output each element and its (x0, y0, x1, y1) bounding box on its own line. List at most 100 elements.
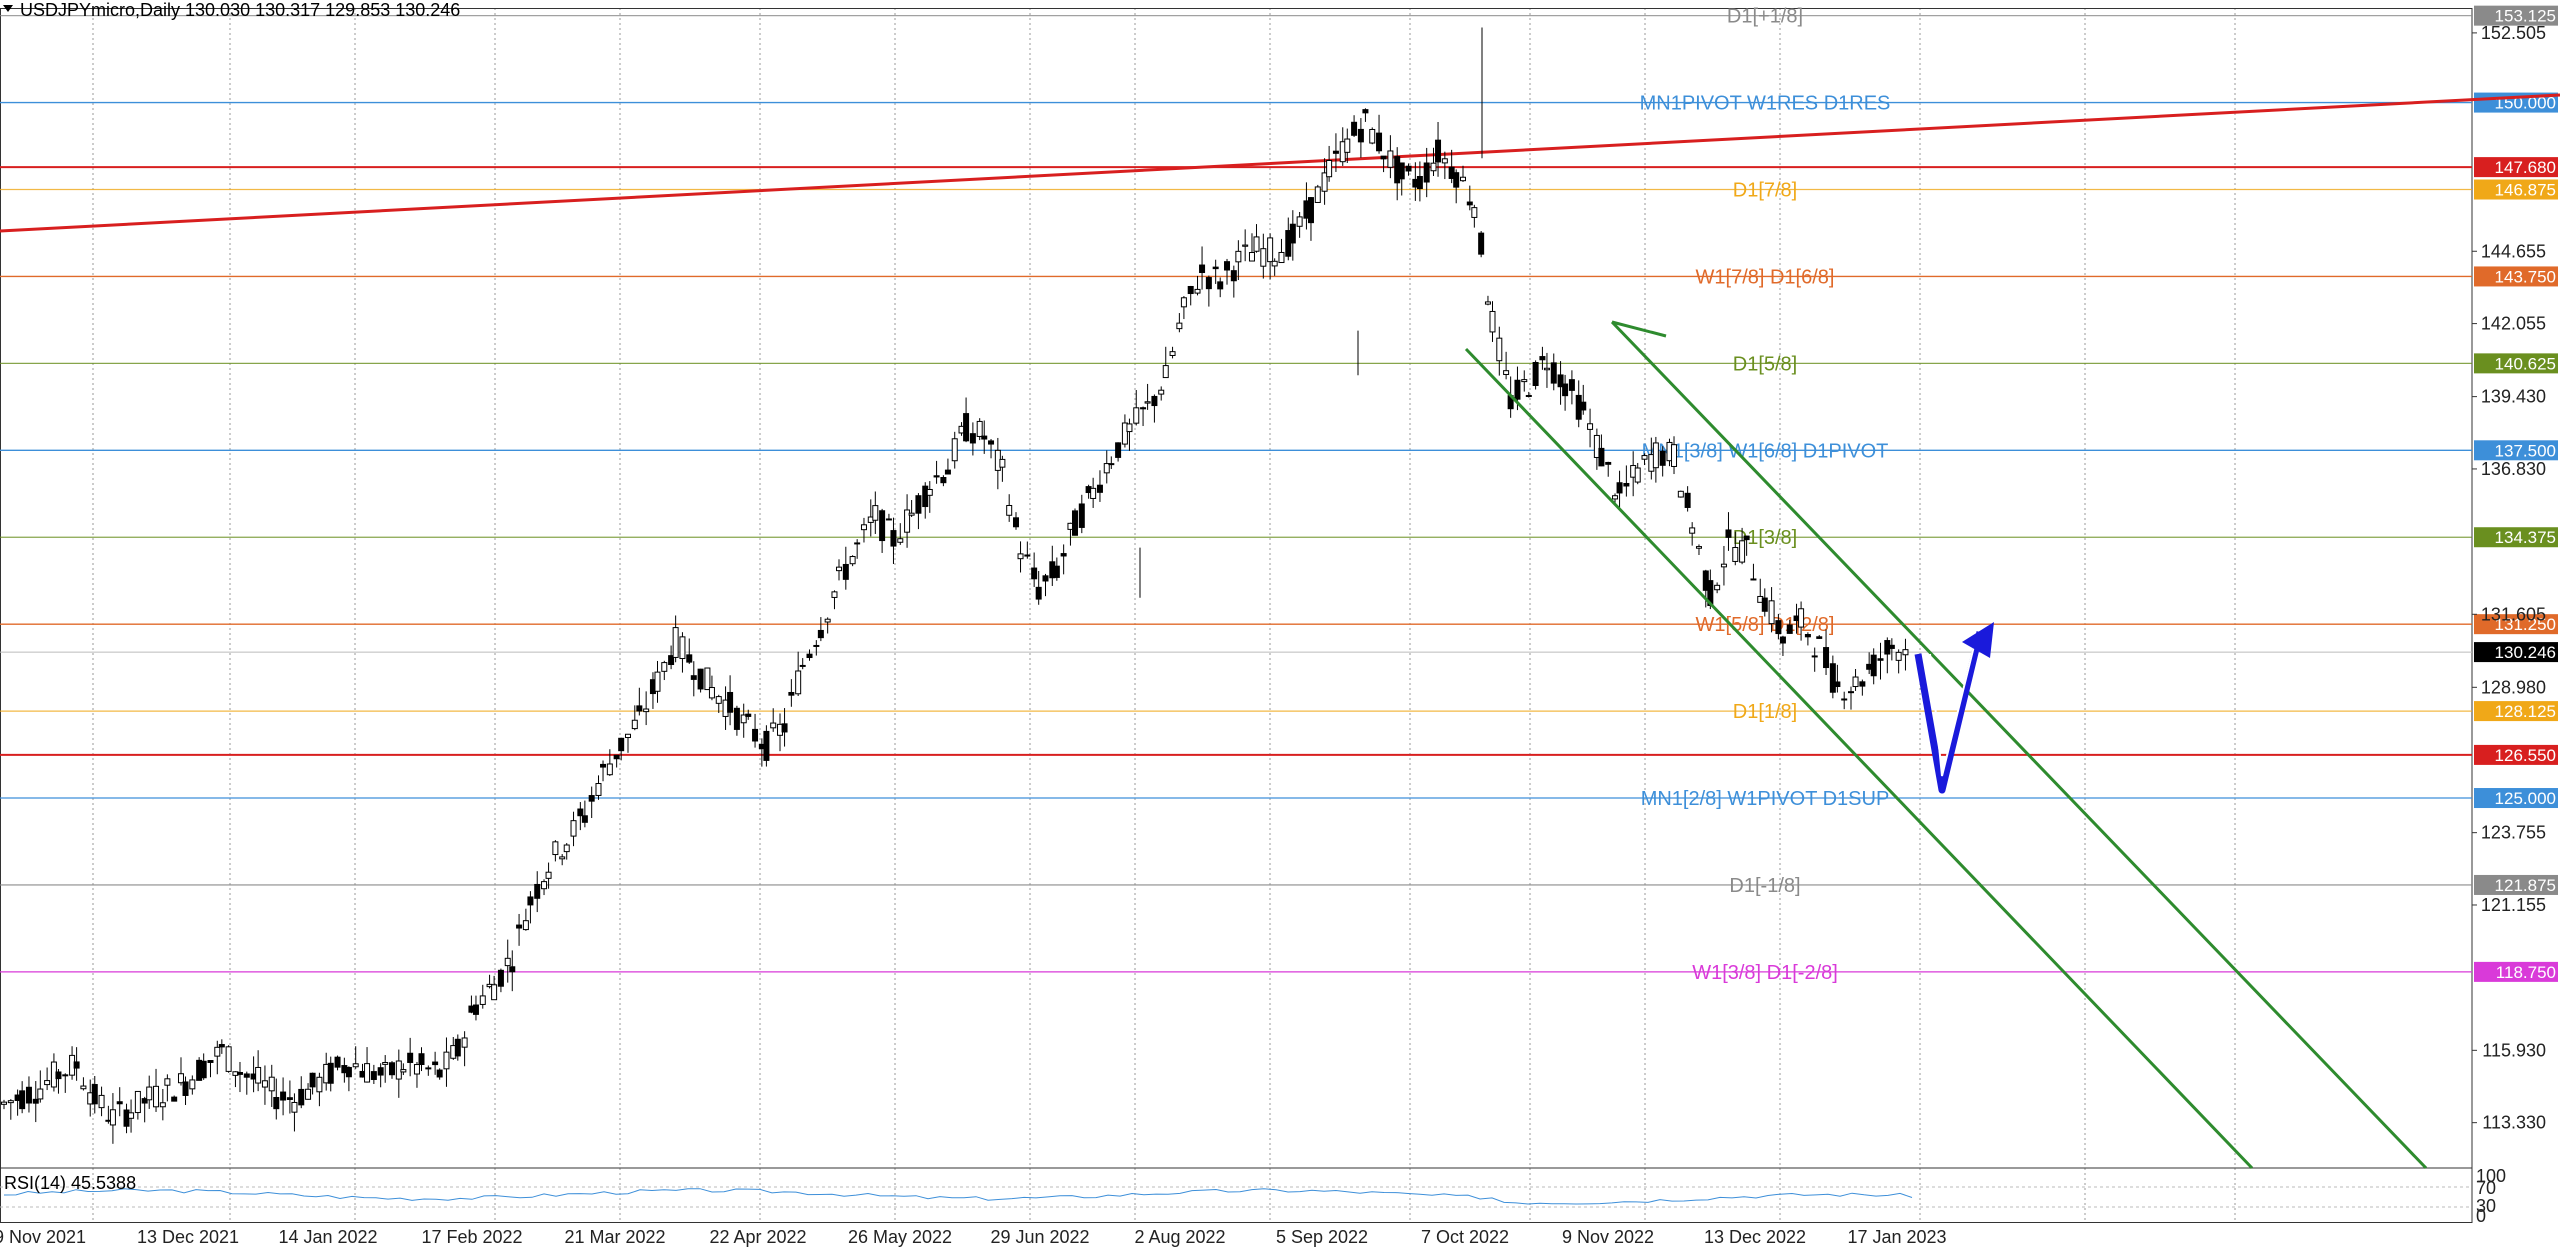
candle-body (1121, 422, 1128, 445)
candle-body (134, 1090, 141, 1114)
candle-body (407, 1052, 414, 1063)
candle-body (128, 1112, 135, 1119)
candle-body (618, 737, 625, 752)
candle-body (981, 435, 988, 440)
candle-body (563, 844, 570, 853)
candle-body (727, 691, 734, 713)
candle-body (581, 815, 588, 823)
candle-body (1852, 676, 1859, 688)
candle-body (631, 719, 638, 730)
candle-body (849, 556, 856, 565)
candle-body (243, 1073, 250, 1078)
candle-body (1235, 250, 1242, 263)
y-tick-label: 121.155 (2481, 895, 2546, 915)
candle-body (817, 629, 824, 639)
channel-line[interactable] (1611, 320, 1667, 338)
candle-body (400, 1069, 407, 1073)
candle-body (1834, 681, 1841, 688)
level-label: D1[5/8] (1733, 353, 1797, 375)
y-tick-label: 131.605 (2481, 604, 2546, 624)
forecast-arrow[interactable] (1914, 631, 1984, 794)
trend-line[interactable] (0, 93, 2560, 233)
candle-body (1096, 484, 1103, 493)
candle-body (1187, 285, 1194, 295)
candle-body (62, 1074, 69, 1077)
candle-body (364, 1063, 371, 1083)
candle-body (1144, 401, 1151, 404)
y-tick-label: 139.430 (2481, 387, 2546, 407)
price-tag (2474, 744, 2558, 765)
x-tick-label: 22 Apr 2022 (709, 1227, 806, 1247)
candle-body (781, 723, 788, 733)
price-tag-label: 126.550 (2495, 746, 2556, 765)
candle-body (559, 856, 566, 860)
candle-body (1684, 492, 1691, 508)
candle-body (236, 1071, 243, 1075)
candle-body (1024, 554, 1031, 557)
candle-body (1326, 159, 1333, 178)
candle-body (1115, 442, 1122, 458)
price-tag-label: 121.875 (2495, 876, 2556, 895)
candle-body (624, 733, 631, 739)
candle-body (654, 671, 661, 692)
x-tick-label: 5 Sep 2022 (1276, 1227, 1368, 1247)
candle-body (1205, 277, 1212, 290)
candle-body (527, 896, 534, 906)
candle-body (697, 668, 704, 690)
candle-body (795, 670, 802, 695)
candle-body (679, 636, 686, 660)
candle-body (159, 1102, 166, 1108)
candle-body (1212, 266, 1219, 270)
price-tag-label: 147.680 (2495, 158, 2556, 177)
candle-body (1453, 172, 1460, 188)
candle-body (55, 1071, 62, 1080)
candle-body (690, 675, 697, 680)
candle-body (1616, 482, 1623, 494)
candle-body (509, 966, 516, 973)
candle-body (413, 1064, 420, 1075)
candle-body (225, 1046, 232, 1072)
candle-body (890, 530, 897, 547)
candle-body (316, 1076, 323, 1093)
candle-body (686, 654, 693, 663)
candle-body (672, 627, 679, 658)
candle-body (897, 538, 904, 543)
candle-body (432, 1061, 439, 1066)
symbol-dropdown-icon[interactable] (3, 5, 13, 12)
candle-body (1841, 698, 1848, 701)
candle-body (516, 924, 523, 929)
candle-body (976, 420, 983, 437)
candle-body (1307, 197, 1314, 224)
level-label: D1[3/8] (1733, 527, 1797, 549)
candle-body (872, 505, 879, 521)
candle-body (988, 440, 995, 445)
x-tick-label: 17 Feb 2022 (421, 1227, 522, 1247)
candle-body (1671, 444, 1678, 467)
candle-body (606, 763, 613, 776)
channel-line[interactable] (1610, 320, 2428, 1170)
symbol-title: USDJPYmicro,Daily 130.030 130.317 129.85… (20, 0, 460, 20)
candle-body (708, 687, 715, 699)
candle-body (577, 808, 584, 817)
candle-body (752, 728, 759, 742)
candle-body (1398, 162, 1405, 180)
candle-body (352, 1063, 359, 1068)
candle-body (636, 705, 643, 712)
rsi-tick-label: 0 (2476, 1206, 2486, 1226)
candle-body (770, 722, 777, 729)
x-tick-label: 13 Dec 2022 (1704, 1227, 1806, 1247)
candle-body (327, 1062, 334, 1084)
candle-body (1659, 450, 1666, 466)
candle-body (740, 714, 747, 724)
candle-body (1557, 374, 1564, 388)
candle-body (44, 1080, 51, 1086)
candle-body (588, 795, 595, 802)
candle-body (600, 763, 607, 768)
candle-body (1242, 244, 1249, 247)
channel-line[interactable] (1464, 347, 2254, 1170)
y-tick-label: 142.055 (2481, 314, 2546, 334)
candle-body (1714, 584, 1721, 591)
candle-body (1176, 322, 1183, 330)
